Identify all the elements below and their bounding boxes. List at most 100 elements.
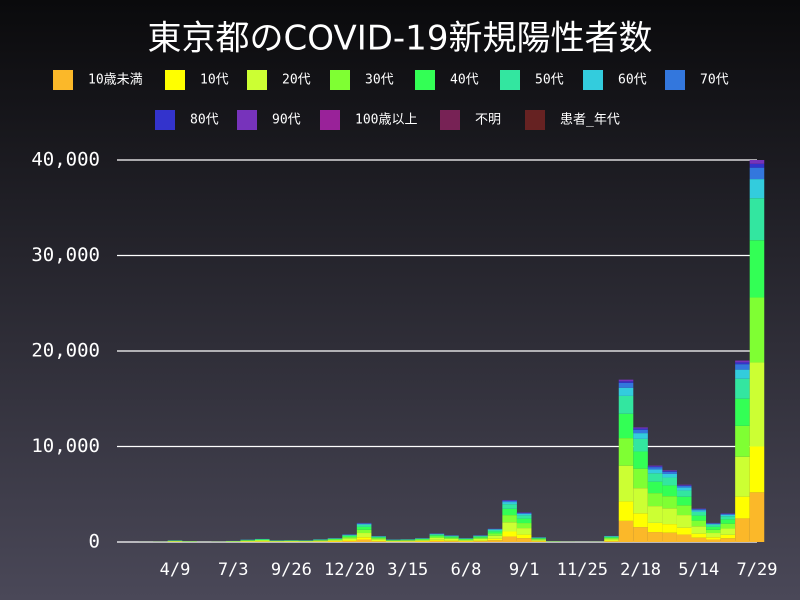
bar-segment: [618, 387, 634, 396]
bar-segment: [618, 379, 634, 382]
y-tick-label: 20,000: [31, 340, 100, 362]
bar-segment: [371, 536, 386, 538]
bar-segment: [735, 425, 750, 457]
legend-label: 10代: [200, 73, 229, 88]
bar-segment: [735, 378, 750, 399]
bar-segment: [356, 533, 372, 538]
bar-segment: [633, 451, 648, 469]
legend-label: 30代: [365, 73, 394, 88]
bar-segment: [647, 481, 663, 494]
bar-segment: [633, 513, 648, 528]
bar-segment: [429, 534, 445, 536]
bar-segment: [444, 541, 459, 542]
bar-segment: [706, 523, 721, 524]
bar-segment: [662, 471, 677, 474]
bar-segment: [676, 490, 692, 497]
bar-segment: [676, 484, 692, 486]
bar-segment: [502, 508, 517, 516]
bar-segment: [458, 540, 474, 542]
bar-segment: [618, 381, 634, 383]
bar-segment: [691, 520, 707, 527]
bar-segment: [720, 513, 736, 515]
bar-segment: [691, 533, 707, 538]
bar-segment: [487, 535, 503, 539]
bar-segment: [720, 523, 736, 529]
bar-segment: [429, 536, 445, 538]
bar-segment: [502, 515, 517, 523]
bar-segment: [633, 468, 648, 489]
bar-segment: [735, 456, 750, 497]
bar-segment: [342, 538, 357, 541]
bar-segment: [531, 537, 546, 539]
bar-segment: [676, 496, 692, 506]
legend-swatch: [525, 110, 545, 130]
bar-segment: [735, 496, 750, 519]
bar-segment: [531, 538, 546, 540]
bar-segment: [415, 538, 430, 540]
bar-segment: [662, 496, 677, 509]
bar-segment: [706, 523, 721, 525]
bar-segment: [633, 429, 648, 434]
bar-segment: [356, 529, 372, 534]
bar-segment: [662, 471, 677, 472]
bar-segment: [487, 529, 503, 532]
bar-segment: [706, 529, 721, 534]
bar-segment: [604, 540, 619, 542]
bar-segment: [749, 446, 765, 493]
bar-segment: [604, 537, 619, 539]
bar-segment: [487, 533, 503, 536]
bar-segment: [516, 538, 532, 542]
bar-segment: [502, 536, 517, 542]
bar-segment: [604, 539, 619, 541]
bar-segment: [662, 508, 677, 525]
bar-segment: [356, 524, 372, 527]
bar-segment: [706, 539, 721, 542]
bar-segment: [342, 541, 357, 542]
bar-segment: [444, 537, 459, 539]
bar-segment: [473, 541, 488, 542]
bar-segment: [356, 523, 372, 524]
bar-segment: [487, 540, 503, 542]
bars: [138, 160, 765, 542]
bar-segment: [633, 488, 648, 514]
bar-segment: [749, 179, 765, 199]
bar-segment: [720, 538, 736, 542]
bar-segment: [647, 506, 663, 523]
x-tick-label: 5/14: [678, 560, 719, 580]
bar-segment: [691, 526, 707, 534]
bar-segment: [502, 502, 517, 505]
bar-segment: [240, 540, 255, 542]
bar-segment: [676, 505, 692, 516]
bar-segment: [735, 518, 750, 542]
bar-segment: [749, 297, 765, 363]
bar-segment: [444, 535, 459, 537]
bar-segment: [749, 160, 765, 164]
x-tick-label: 9/26: [271, 560, 312, 580]
bar-segment: [502, 504, 517, 509]
bar-segment: [735, 369, 750, 379]
legend-label: 患者_年代: [560, 113, 620, 128]
bar-segment: [531, 538, 546, 539]
legend-label: 100歳以上: [355, 113, 417, 128]
bar-segment: [720, 514, 736, 517]
legend-swatch: [500, 70, 520, 90]
bar-segment: [516, 523, 532, 529]
bar-segment: [473, 538, 488, 541]
legend-label: 20代: [282, 73, 311, 88]
y-tick-label: 10,000: [31, 435, 100, 457]
bar-segment: [633, 433, 648, 439]
bar-segment: [487, 529, 503, 530]
bar-segment: [633, 427, 648, 429]
bar-segment: [691, 511, 707, 516]
bar-segment: [618, 501, 634, 521]
bar-segment: [691, 510, 707, 512]
bar-segment: [647, 469, 663, 474]
bar-segment: [473, 540, 488, 542]
bar-segment: [647, 522, 663, 533]
bar-segment: [633, 428, 648, 430]
bar-segment: [444, 538, 459, 541]
x-tick-label: 7/3: [218, 560, 249, 580]
legend-swatch: [415, 70, 435, 90]
x-tick-label: 6/8: [451, 560, 482, 580]
bar-segment: [633, 527, 648, 542]
